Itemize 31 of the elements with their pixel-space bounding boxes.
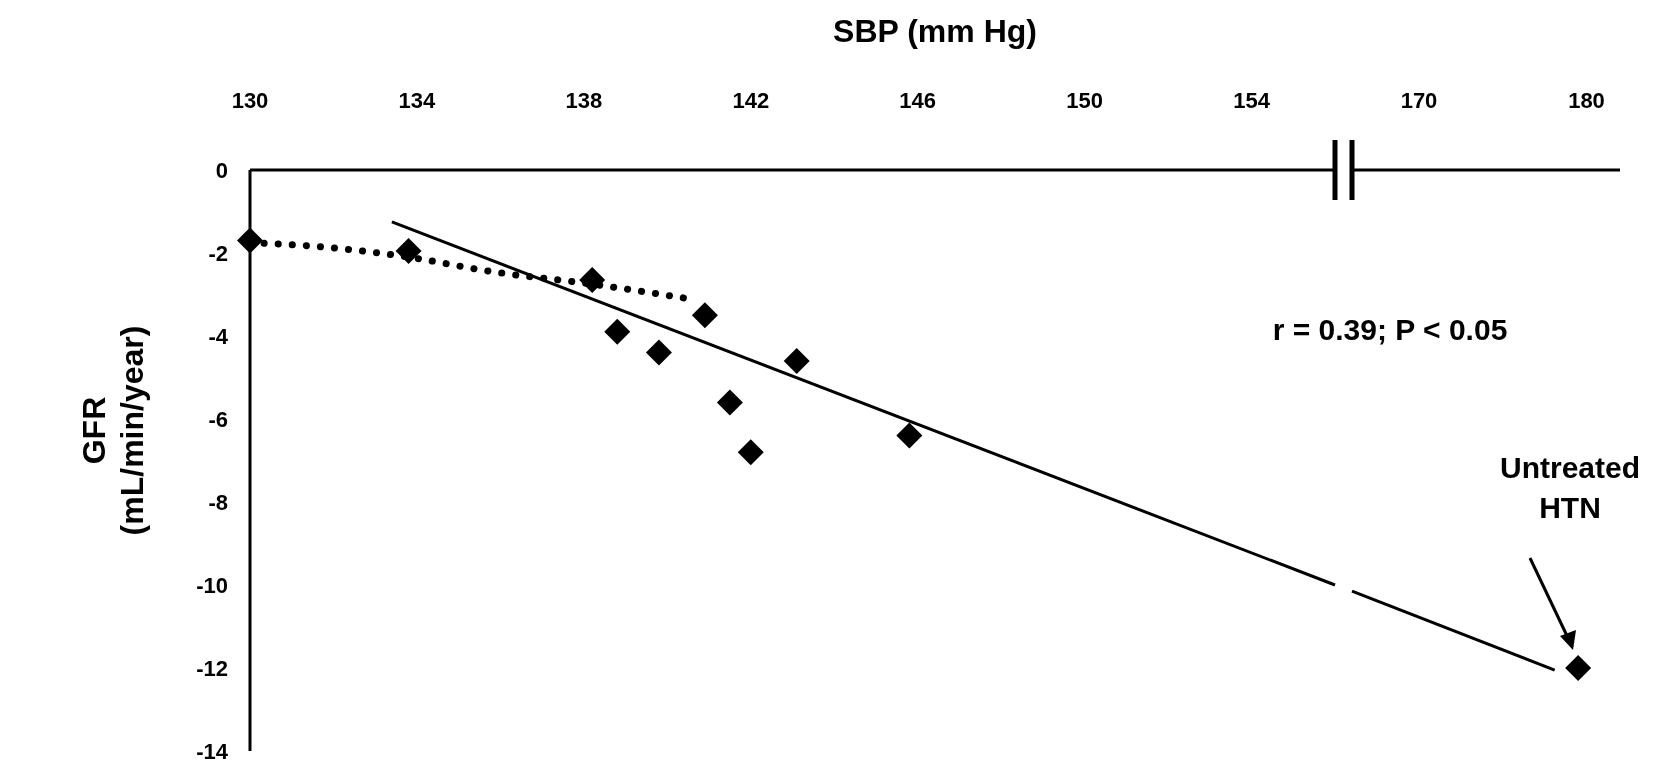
point (579, 266, 606, 293)
x-tick-label: 142 (732, 88, 770, 113)
point (604, 318, 631, 345)
x-tick-label: 146 (899, 88, 937, 113)
y-tick-label: -8 (208, 489, 228, 515)
point (237, 227, 263, 254)
point (737, 439, 764, 466)
x-tick-label: 170 (1400, 88, 1438, 113)
y-tick-label: -2 (208, 240, 228, 266)
x-axis-title: SBP (mm Hg) (833, 13, 1037, 49)
y-tick-label: -10 (196, 572, 228, 598)
x-tick-label: 150 (1066, 88, 1103, 113)
point (691, 302, 718, 329)
y-tick-label: 0 (215, 157, 228, 183)
y-tick-label: -4 (208, 323, 229, 349)
x-tick-label: 180 (1568, 88, 1605, 113)
point (716, 389, 743, 416)
y-tick-label: -12 (196, 655, 228, 681)
x-tick-label: 138 (565, 88, 603, 113)
point (645, 339, 672, 366)
annotation: Untreated HTN (1499, 451, 1641, 524)
x-tick-label: 134 (398, 88, 437, 113)
point (896, 422, 923, 449)
y-tick-label: -14 (196, 738, 229, 762)
y-axis-title: GFR (mL/min/year) (76, 325, 150, 536)
x-tick-label: 154 (1233, 88, 1271, 113)
annotation: r = 0.39; P < 0.05 (1272, 313, 1508, 346)
x-tick-label: 130 (231, 88, 269, 113)
point (783, 347, 810, 374)
point (395, 237, 422, 264)
y-tick-label: -6 (208, 406, 228, 432)
